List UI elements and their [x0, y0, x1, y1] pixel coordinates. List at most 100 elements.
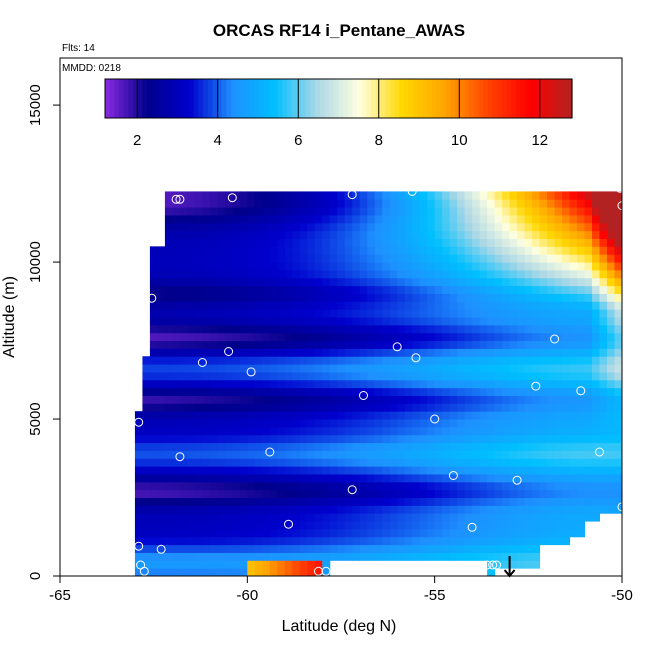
heatmap-cell: [299, 262, 308, 271]
heatmap-cell: [142, 552, 151, 561]
colorbar-segment: [567, 79, 573, 118]
heatmap-cell: [322, 560, 331, 569]
heatmap-cell: [322, 434, 331, 444]
heatmap-cell: [254, 387, 263, 396]
heatmap-cell: [592, 505, 601, 514]
heatmap-cell: [517, 238, 526, 247]
heatmap-cell: [547, 466, 556, 475]
heatmap-cell: [202, 552, 211, 561]
heatmap-cell: [172, 207, 181, 216]
heatmap-cell: [472, 473, 481, 483]
heatmap-cell: [464, 356, 473, 365]
heatmap-cell: [412, 450, 421, 459]
heatmap-cell: [524, 450, 533, 459]
heatmap-cell: [479, 442, 488, 451]
heatmap-cell: [382, 481, 391, 491]
heatmap-cell: [562, 426, 571, 436]
heatmap-cell: [412, 230, 421, 240]
heatmap-cell: [509, 395, 518, 404]
heatmap-cell: [524, 191, 533, 200]
heatmap-cell: [584, 364, 593, 373]
heatmap-cell: [434, 317, 443, 326]
heatmap-cell: [329, 207, 338, 216]
heatmap-cell: [419, 379, 428, 389]
heatmap-cell: [569, 458, 578, 467]
heatmap-cell: [599, 317, 608, 326]
heatmap-cell: [209, 458, 218, 467]
heatmap-cell: [412, 262, 421, 271]
heatmap-cell: [247, 262, 256, 271]
heatmap-cell: [397, 466, 406, 475]
heatmap-cell: [479, 317, 488, 326]
heatmap-cell: [397, 309, 406, 318]
heatmap-cell: [592, 387, 601, 396]
heatmap-cell: [599, 309, 608, 318]
heatmap-cell: [172, 458, 181, 467]
heatmap-cell: [164, 238, 173, 247]
colorbar-segment: [287, 79, 293, 118]
heatmap-cell: [232, 214, 241, 224]
heatmap-cell: [382, 544, 391, 553]
heatmap-cell: [607, 254, 615, 263]
heatmap-cell: [329, 513, 338, 522]
heatmap-cell: [307, 246, 316, 255]
heatmap-cell: [329, 293, 338, 302]
heatmap-cell: [367, 324, 376, 334]
heatmap-cell: [352, 505, 361, 514]
heatmap-cell: [502, 371, 511, 381]
heatmap-cell: [269, 544, 278, 553]
heatmap-cell: [202, 199, 211, 208]
heatmap-cell: [389, 364, 398, 373]
heatmap-cell: [547, 371, 556, 381]
heatmap-cell: [359, 521, 368, 530]
heatmap-cell: [389, 513, 398, 522]
heatmap-cell: [524, 552, 533, 561]
heatmap-cell: [209, 293, 218, 302]
heatmap-cell: [494, 450, 503, 459]
heatmap-cell: [194, 419, 203, 428]
heatmap-cell: [254, 277, 263, 287]
heatmap-cell: [254, 419, 263, 428]
heatmap-cell: [434, 207, 443, 216]
heatmap-cell: [337, 348, 346, 357]
heatmap-cell: [149, 262, 158, 271]
heatmap-cell: [569, 222, 578, 232]
colorbar-segment: [231, 79, 237, 118]
heatmap-cell: [157, 466, 166, 475]
heatmap-cell: [239, 238, 248, 247]
heatmap-cell: [397, 481, 406, 491]
heatmap-cell: [202, 458, 211, 467]
heatmap-cell: [419, 442, 428, 451]
heatmap-cell: [479, 238, 488, 247]
heatmap-cell: [217, 473, 226, 483]
heatmap-cell: [554, 317, 563, 326]
heatmap-cell: [314, 356, 323, 365]
heatmap-cell: [314, 269, 323, 279]
heatmap-cell: [179, 497, 188, 506]
heatmap-cell: [269, 230, 278, 240]
heatmap-cell: [397, 332, 406, 342]
heatmap-cell: [314, 191, 323, 200]
heatmap-cell: [374, 207, 383, 216]
heatmap-cell: [254, 214, 263, 224]
heatmap-cell: [314, 371, 323, 381]
heatmap-cell: [232, 426, 241, 436]
heatmap-cell: [479, 309, 488, 318]
heatmap-cell: [217, 560, 226, 569]
heatmap-cell: [164, 466, 173, 475]
heatmap-cell: [359, 332, 368, 342]
heatmap-cell: [434, 222, 443, 232]
heatmap-cell: [389, 191, 398, 200]
heatmap-cell: [487, 552, 496, 561]
heatmap-cell: [532, 207, 541, 216]
heatmap-cell: [337, 458, 346, 467]
heatmap-cell: [607, 277, 615, 287]
heatmap-cell: [517, 466, 526, 475]
heatmap-cell: [269, 332, 278, 342]
y-tick-label: 10000: [27, 241, 44, 283]
heatmap-cell: [404, 332, 413, 342]
heatmap-cell: [172, 356, 181, 365]
heatmap-cell: [524, 230, 533, 240]
heatmap-cell: [599, 364, 608, 373]
heatmap-cell: [562, 411, 571, 420]
